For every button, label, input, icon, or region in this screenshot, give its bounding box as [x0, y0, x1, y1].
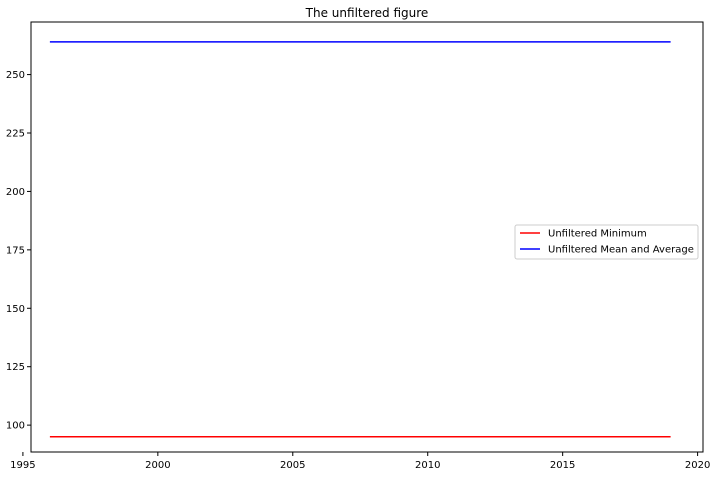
x-tick-label: 2000 — [145, 460, 170, 471]
y-tick-label: 175 — [6, 245, 25, 256]
legend-label: Unfiltered Minimum — [548, 229, 647, 240]
y-tick-label: 200 — [6, 187, 25, 198]
chart-title: The unfiltered figure — [305, 6, 429, 20]
y-tick-label: 100 — [6, 421, 25, 432]
y-tick-label: 150 — [6, 304, 25, 315]
plot-area — [30, 21, 704, 453]
x-tick-label: 2020 — [685, 460, 710, 471]
y-axis: 100 125 150 175 200 225 250 — [6, 70, 31, 432]
x-tick-label: 1995 — [10, 460, 35, 471]
x-tick-label: 2005 — [280, 460, 305, 471]
x-tick-label: 2015 — [550, 460, 575, 471]
legend-box — [514, 224, 699, 260]
y-tick-label: 225 — [6, 129, 25, 140]
x-axis: 1995 2000 2005 2010 2015 2020 — [10, 452, 710, 471]
legend: Unfiltered Minimum Unfiltered Mean and Av… — [514, 224, 699, 260]
y-tick-label: 125 — [6, 362, 25, 373]
series-group — [49, 41, 671, 438]
x-tick-label: 2010 — [415, 460, 440, 471]
y-tick-label: 250 — [6, 70, 25, 81]
legend-label: Unfiltered Mean and Average — [548, 245, 694, 256]
